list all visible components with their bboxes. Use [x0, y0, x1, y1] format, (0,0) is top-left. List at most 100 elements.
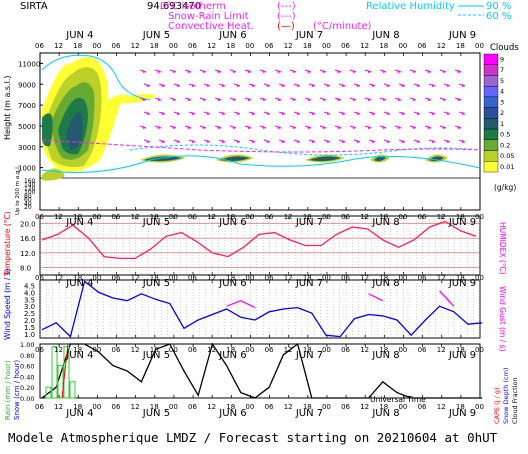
hour-tick-label: 12 [54, 403, 63, 411]
wind-arrow-head [293, 98, 296, 101]
wind-arrow-head [143, 70, 146, 73]
wind-y-tick: 1.5 [24, 324, 35, 332]
wind-arrow-head [203, 98, 206, 101]
day-label-jun-6: JUN 6 [218, 408, 246, 419]
wind-arrow-head [263, 70, 266, 73]
wind-arrow-head [387, 112, 390, 115]
colorbar-swatch [483, 118, 499, 130]
hour-tick-label: 18 [303, 42, 312, 50]
hour-tick-label: 18 [303, 213, 312, 221]
wind-arrow-head [368, 98, 371, 101]
hour-tick-label: 18 [303, 403, 312, 411]
panel-frame-clouds [39, 52, 481, 211]
hour-tick-label: 12 [284, 213, 293, 221]
hour-tick-label: 18 [150, 42, 159, 50]
hour-tick-label: 00 [398, 213, 407, 221]
day-label-jun-4: JUN 4 [65, 408, 93, 419]
hour-tick-label: 18 [456, 403, 465, 411]
cloud-ylabel: Height (m a.s.l.) [3, 76, 12, 141]
rh-contour-90 [41, 54, 481, 173]
precip-y-tick: 0.80 [20, 352, 34, 360]
hour-tick-label: 06 [418, 42, 427, 50]
cloud-blob-6 [42, 113, 53, 147]
hour-tick-label: 00 [92, 346, 101, 354]
y-tick-lower: 40 [24, 200, 32, 207]
wind-arrow-head [297, 84, 300, 87]
hour-tick-label: 12 [284, 403, 293, 411]
wind-arrow-head [248, 98, 251, 101]
wind-arrow-head [432, 84, 435, 87]
cloud-fraction-line [41, 342, 483, 399]
hour-tick-label: 18 [379, 213, 388, 221]
hour-tick-label: 12 [284, 42, 293, 50]
wind-arrow-head [278, 70, 281, 73]
wind-arrow-head [192, 112, 195, 115]
hour-tick-label: 00 [322, 346, 331, 354]
wind-y-tick: 2.5 [24, 310, 35, 318]
wind-arrow-head [323, 98, 326, 101]
wind-arrow-head [267, 140, 270, 143]
wind-arrow-head [267, 84, 270, 87]
legend-rh-60: 60 % [486, 11, 511, 22]
cloud-blob-5 [66, 112, 83, 150]
cloud-ylabel2: Up to 200 m a.g.l. [15, 165, 21, 215]
wind-arrow-head [158, 98, 161, 101]
hour-tick-label: 00 [475, 274, 484, 282]
hour-tick-label: 06 [265, 213, 274, 221]
hour-tick-label: 12 [207, 213, 216, 221]
wind-arrow-head [402, 140, 405, 143]
hour-tick-label: 12 [360, 346, 369, 354]
temp-y-tick: 12.0 [20, 250, 36, 258]
wind-arrow-head [413, 126, 416, 129]
day-label-jun-7: JUN 7 [295, 408, 323, 419]
wind-arrow-head [372, 140, 375, 143]
wind-arrow-head [162, 84, 165, 87]
colorbar-level: 0.5 [500, 131, 510, 139]
y-tick-lower: 120 [24, 185, 36, 192]
y-tick-lower: 160 [24, 178, 36, 185]
wind-arrow-head [327, 112, 330, 115]
wind-arrow-head [413, 98, 416, 101]
hour-tick-label: 06 [341, 274, 350, 282]
colorbar-swatch [483, 75, 499, 87]
wind-arrow-head [218, 70, 221, 73]
hour-tick-label: 06 [418, 403, 427, 411]
colorbar-level: 3 [500, 98, 504, 106]
hour-tick-label: 18 [73, 274, 82, 282]
wind-arrow-head [353, 98, 356, 101]
hour-tick-label: 12 [54, 213, 63, 221]
wind-arrow-head [323, 70, 326, 73]
temp-ylabel: Temperature (°C) [3, 211, 12, 277]
wind-arrow-head [447, 112, 450, 115]
legend-isotherm-symbol: (---) [277, 1, 296, 12]
wind-arrow-head [233, 126, 236, 129]
hour-tick-label: 00 [245, 42, 254, 50]
temp-y-tick: 20.0 [20, 220, 36, 228]
wind-arrow-head [237, 84, 240, 87]
colorbar-swatch [483, 150, 499, 162]
station-coords: 94.693470 [147, 1, 201, 12]
wind-arrow-head [162, 140, 165, 143]
wind-arrow-head [312, 84, 315, 87]
y-tick-height: 9000 [18, 81, 36, 89]
hour-tick-label: 18 [73, 42, 82, 50]
wind-arrow-head [312, 112, 315, 115]
wind-arrow-head [207, 84, 210, 87]
wind-arrow-head [308, 98, 311, 101]
hour-tick-label: 06 [341, 42, 350, 50]
hour-tick-label: 06 [418, 346, 427, 354]
wind-arrow-head [218, 126, 221, 129]
hour-tick-label: 18 [150, 274, 159, 282]
precip-panel: 1.00 0.80 0.60 0.40 0.20 0.00 Rain (mm / hour)… [4, 341, 519, 424]
temperature-panel: 20.0 16.0 12.0 8.0 Temperature (°C) HUMIDEX (… [3, 211, 507, 277]
wind-arrow-head [177, 84, 180, 87]
hour-tick-label: 12 [131, 213, 140, 221]
hour-tick-label: 12 [360, 42, 369, 50]
wind-y-tick: 4.5 [24, 283, 35, 291]
header-legend: 0°C isotherm (---) Snow-Rain Limit (---)… [160, 1, 511, 32]
wind-arrow-head [372, 84, 375, 87]
day-label-jun-8: JUN 8 [371, 278, 399, 289]
wind-arrow-head [357, 112, 360, 115]
day-label-jun-5: JUN 5 [142, 278, 170, 289]
